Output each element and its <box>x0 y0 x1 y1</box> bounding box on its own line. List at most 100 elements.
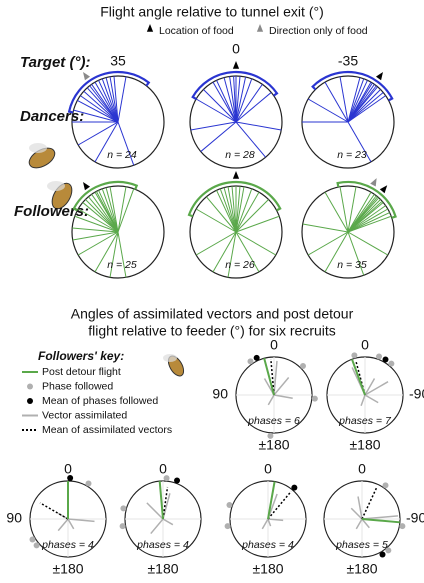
target-marker <box>379 185 388 194</box>
legend-marker <box>256 24 264 32</box>
assimilated-vector <box>67 518 95 523</box>
angle-label: ±180 <box>147 561 178 577</box>
flight-line <box>80 95 119 123</box>
flight-line <box>105 77 119 123</box>
flight-line <box>98 80 119 123</box>
flight-line <box>117 231 127 278</box>
phase-dot <box>226 501 233 508</box>
flight-line <box>190 121 237 131</box>
key-title: Followers' key: <box>38 349 124 363</box>
phase-dot <box>399 523 406 530</box>
flight-line <box>88 196 119 233</box>
flight-line <box>347 212 390 233</box>
flight-line <box>101 78 119 123</box>
flight-line <box>195 98 237 123</box>
flight-line <box>91 194 119 233</box>
flight-line <box>86 87 119 123</box>
mean-vector <box>39 502 69 520</box>
flight-line <box>233 76 237 123</box>
key-dot <box>27 398 33 404</box>
mean-phase-dot <box>67 475 74 482</box>
assimilated-vector <box>162 493 171 520</box>
flight-line <box>347 121 372 163</box>
flight-line <box>347 231 389 256</box>
flight-line <box>101 188 119 233</box>
flight-line <box>73 109 119 123</box>
key-label: Mean of assimilated vectors <box>42 424 172 436</box>
phase-dot <box>351 352 358 359</box>
flight-line <box>94 121 119 163</box>
flight-line <box>227 231 237 278</box>
angle-label: 0 <box>358 461 366 477</box>
phase-dot <box>119 523 126 530</box>
phases-label: phases = 7 <box>338 415 392 427</box>
flight-line <box>229 76 237 123</box>
flight-line <box>347 200 383 233</box>
assimilated-vector <box>364 381 389 396</box>
flight-line <box>307 231 349 256</box>
flight-line <box>235 199 269 233</box>
flight-line <box>235 215 280 233</box>
flight-line <box>347 208 389 233</box>
legend-marker <box>146 24 154 32</box>
mean-phase-dot <box>174 477 181 484</box>
key-label: Phase followed <box>42 380 113 392</box>
angle-label: 0 <box>159 461 167 477</box>
angle-label: ±180 <box>346 561 377 577</box>
flight-line <box>324 191 349 233</box>
bottom-title: flight relative to feeder (°) for six re… <box>88 323 336 339</box>
row-label: Followers: <box>14 203 89 220</box>
assimilated-vector <box>162 518 174 526</box>
legend-label: Location of food <box>159 25 234 37</box>
phase-dot <box>311 395 318 402</box>
flight-line <box>85 199 119 233</box>
flight-line <box>235 188 253 233</box>
bottom-title: Angles of assimilated vectors and post d… <box>71 306 354 322</box>
phases-label: phases = 4 <box>41 539 94 551</box>
target-marker <box>232 171 240 179</box>
phase-dot <box>163 475 170 482</box>
flight-line <box>347 195 377 233</box>
phase-dot <box>388 360 395 367</box>
flight-line <box>235 76 247 123</box>
flight-line <box>324 81 349 123</box>
angle-label: 0 <box>64 461 72 477</box>
flight-line <box>77 99 119 123</box>
n-label: n = 23 <box>337 149 367 161</box>
flight-line <box>94 231 119 273</box>
mean-phase-dot <box>382 356 389 363</box>
phase-dot <box>247 358 254 365</box>
n-label: n = 26 <box>225 259 255 271</box>
target-marker <box>83 182 91 191</box>
assimilated-vector <box>267 394 275 406</box>
detour-flight <box>263 358 275 396</box>
assimilated-vector <box>361 515 399 520</box>
angle-label: 0 <box>361 337 369 353</box>
assimilated-vector <box>350 507 363 520</box>
assimilated-vector <box>146 502 164 520</box>
spread-arc <box>67 70 151 114</box>
phase-dot <box>120 505 127 512</box>
flight-line <box>347 78 365 123</box>
phase-dot <box>382 482 389 489</box>
flight-line <box>307 98 349 123</box>
angle-label: -90 <box>409 386 424 402</box>
flight-line <box>347 95 386 123</box>
bee-icon <box>28 143 185 377</box>
angle-label: ±180 <box>52 561 83 577</box>
flight-line <box>347 86 378 123</box>
spread-arc <box>187 180 282 218</box>
target-marker <box>375 72 383 81</box>
flight-line <box>206 196 237 233</box>
flight-line <box>77 231 119 256</box>
flight-line <box>83 90 119 123</box>
legend-label: Direction only of food <box>269 25 368 37</box>
flight-line <box>72 231 119 241</box>
flight-line <box>235 231 277 256</box>
flight-line <box>109 231 119 278</box>
mean-phase-dot <box>253 354 260 361</box>
flight-line <box>223 77 237 123</box>
flight-line <box>231 186 237 233</box>
assimilated-vector <box>273 394 293 400</box>
